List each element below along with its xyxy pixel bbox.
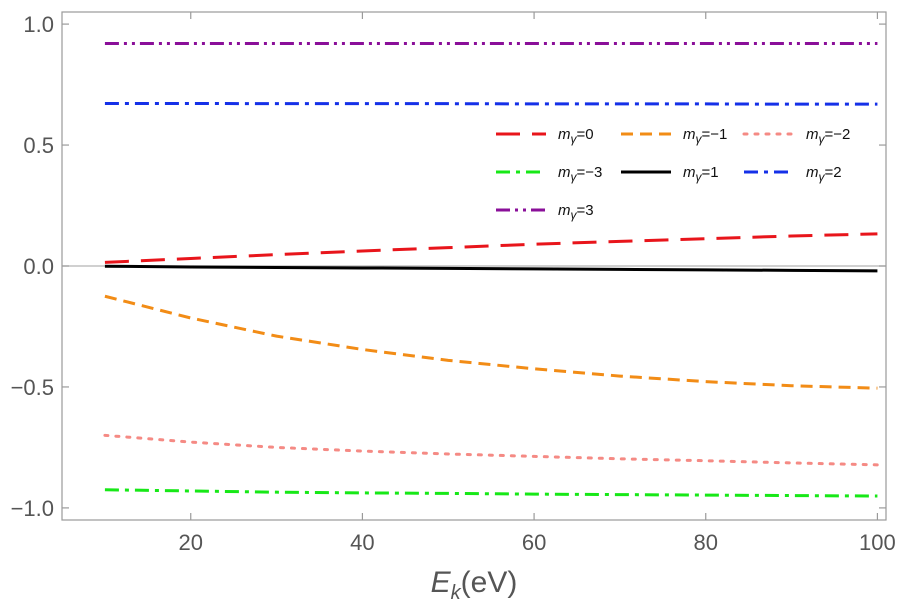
- series-line: [104, 264, 878, 273]
- series-line: [103, 433, 879, 467]
- legend-label: mγ=−1: [683, 126, 727, 146]
- series-line: [104, 294, 878, 390]
- legend-label: mγ=3: [558, 202, 594, 222]
- legend-label: mγ=0: [558, 126, 594, 146]
- y-tick-label: 1.0: [23, 12, 54, 37]
- y-tick-label: 0.0: [23, 254, 54, 279]
- x-axis-label-main: E: [431, 566, 452, 599]
- legend-label: mγ=−3: [558, 164, 602, 184]
- x-tick-label: 60: [522, 530, 546, 555]
- x-axis-label: Ek(eV): [431, 566, 518, 604]
- x-tick-label: 40: [350, 530, 374, 555]
- series-layer: [103, 41, 879, 498]
- legend-label: mγ=2: [806, 164, 842, 184]
- y-tick-label: −0.5: [11, 375, 54, 400]
- ticks-layer: 20 40 60 80 100 −1.0 −0.5 0.0 0.5 1.0: [11, 12, 896, 555]
- x-axis-label-unit: (eV): [461, 566, 518, 599]
- series-line: [104, 232, 878, 264]
- x-tick-label: 20: [179, 530, 203, 555]
- x-axis-label-sub: k: [451, 582, 462, 604]
- legend-label: mγ=1: [683, 164, 719, 184]
- series-line: [104, 101, 878, 106]
- x-tick-label: 100: [859, 530, 896, 555]
- legend-label: mγ=−2: [806, 126, 850, 146]
- x-tick-label: 80: [694, 530, 718, 555]
- series-line: [104, 488, 878, 498]
- y-tick-label: −1.0: [11, 496, 54, 521]
- y-tick-label: 0.5: [23, 133, 54, 158]
- legend: mγ=0 mγ=−1 mγ=−2 mγ=−3 mγ=1 mγ=2 mγ=3: [496, 126, 850, 222]
